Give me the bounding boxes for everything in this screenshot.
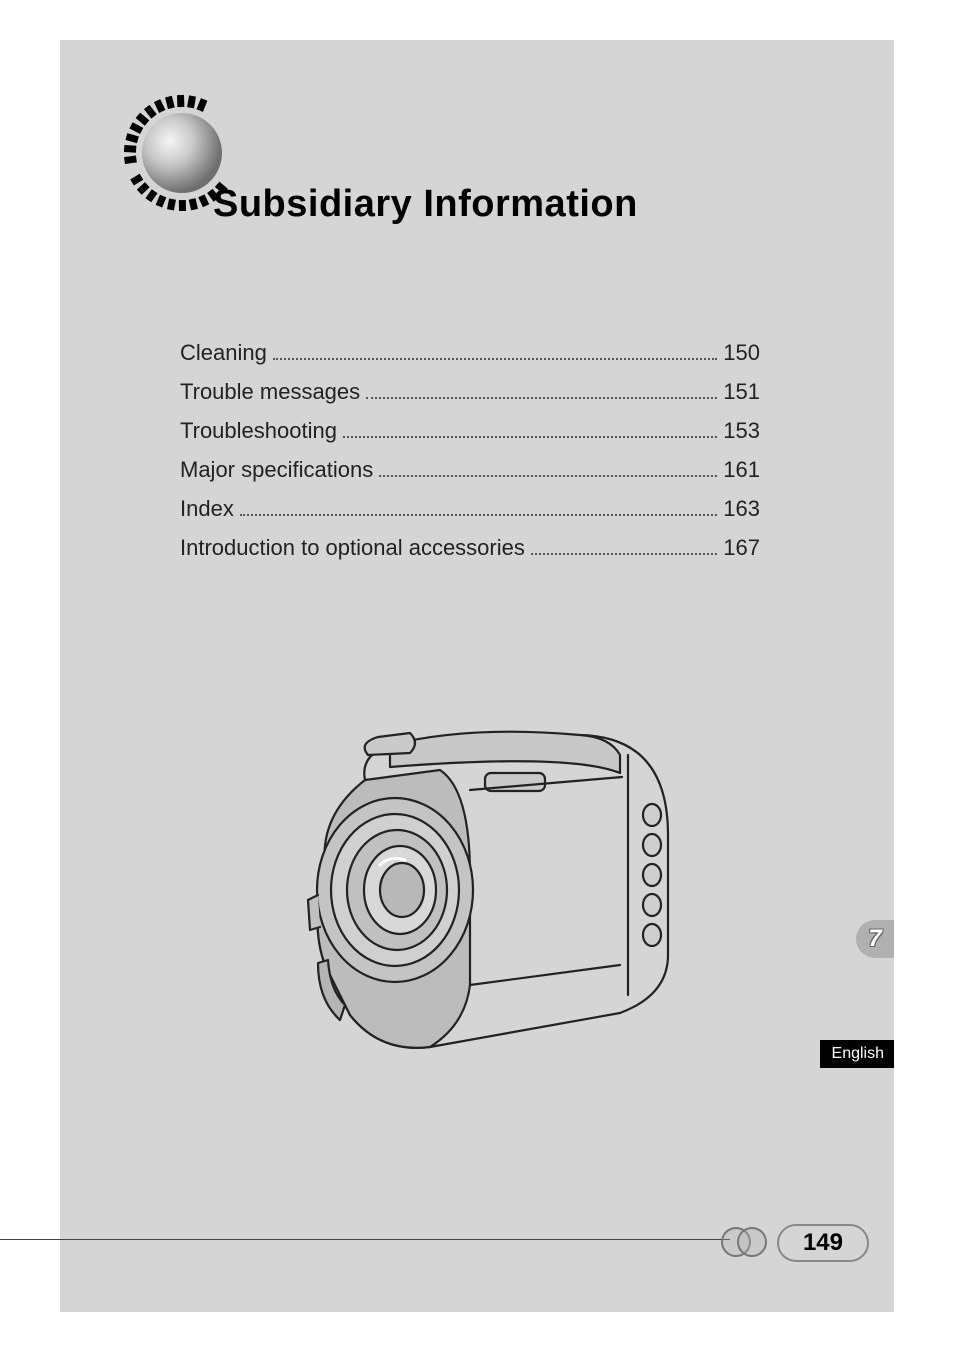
footer-circles-icon: [721, 1225, 771, 1261]
footer-page-number-group: 149: [721, 1224, 869, 1262]
toc-page: 167: [723, 535, 760, 561]
toc-leader-dots: [273, 358, 717, 360]
toc-label: Index: [180, 496, 234, 522]
toc-leader-dots: [379, 475, 717, 477]
toc-row: Trouble messages 151: [180, 379, 760, 405]
toc-row: Troubleshooting 153: [180, 418, 760, 444]
page-container: Subsidiary Information Cleaning 150 Trou…: [60, 40, 894, 1312]
toc-row: Introduction to optional accessories 167: [180, 535, 760, 561]
toc-label: Cleaning: [180, 340, 267, 366]
toc-leader-dots: [343, 436, 717, 438]
language-tab: English: [820, 1040, 894, 1068]
toc-label: Trouble messages: [180, 379, 360, 405]
chapter-tab: 7: [856, 920, 894, 958]
toc-row: Index 163: [180, 496, 760, 522]
toc-row: Cleaning 150: [180, 340, 760, 366]
toc-page: 153: [723, 418, 760, 444]
toc-leader-dots: [240, 514, 717, 516]
toc-page: 151: [723, 379, 760, 405]
toc-page: 150: [723, 340, 760, 366]
toc-label: Introduction to optional accessories: [180, 535, 525, 561]
toc-page: 161: [723, 457, 760, 483]
table-of-contents: Cleaning 150 Trouble messages 151 Troubl…: [180, 340, 760, 574]
toc-leader-dots: [531, 553, 717, 555]
toc-leader-dots: [366, 397, 717, 399]
language-label: English: [832, 1045, 884, 1062]
toc-row: Major specifications 161: [180, 457, 760, 483]
toc-page: 163: [723, 496, 760, 522]
chapter-title: Subsidiary Information: [213, 183, 638, 226]
camcorder-illustration: [270, 695, 690, 1080]
page-number: 149: [777, 1224, 869, 1262]
toc-label: Major specifications: [180, 457, 373, 483]
chapter-number: 7: [868, 925, 881, 953]
toc-label: Troubleshooting: [180, 418, 337, 444]
footer-rule: [0, 1239, 730, 1241]
